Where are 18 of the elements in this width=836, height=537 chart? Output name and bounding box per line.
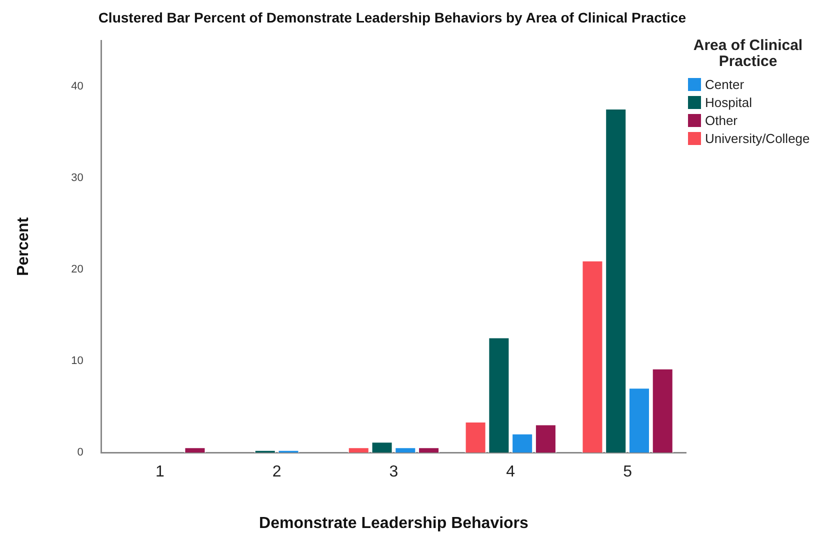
y-tick-label: 10 xyxy=(71,355,84,368)
legend-label: Center xyxy=(705,77,744,92)
y-tick-label: 0 xyxy=(77,446,84,459)
x-tick-label: 3 xyxy=(389,464,398,481)
x-tick-label: 2 xyxy=(272,464,282,481)
x-tick-label: 4 xyxy=(506,464,516,481)
y-tick-label: 40 xyxy=(71,80,84,93)
legend-label: Other xyxy=(705,113,738,128)
y-tick-label: 20 xyxy=(71,264,84,276)
x-tick-label: 5 xyxy=(623,464,632,481)
chart-title: Clustered Bar Percent of Demonstrate Leadership Behaviors by Area of Clinical Practice xyxy=(98,9,686,26)
y-axis-title: Percent xyxy=(15,216,32,276)
legend-label: University/College xyxy=(705,131,810,146)
legend-label: Hospital xyxy=(705,95,752,110)
legend-title: Area of Clinical Practice xyxy=(692,37,804,70)
x-tick-label: 1 xyxy=(155,464,164,481)
y-tick-label: 30 xyxy=(71,172,84,184)
x-axis-title: Demonstrate Leadership Behaviors xyxy=(259,514,529,532)
